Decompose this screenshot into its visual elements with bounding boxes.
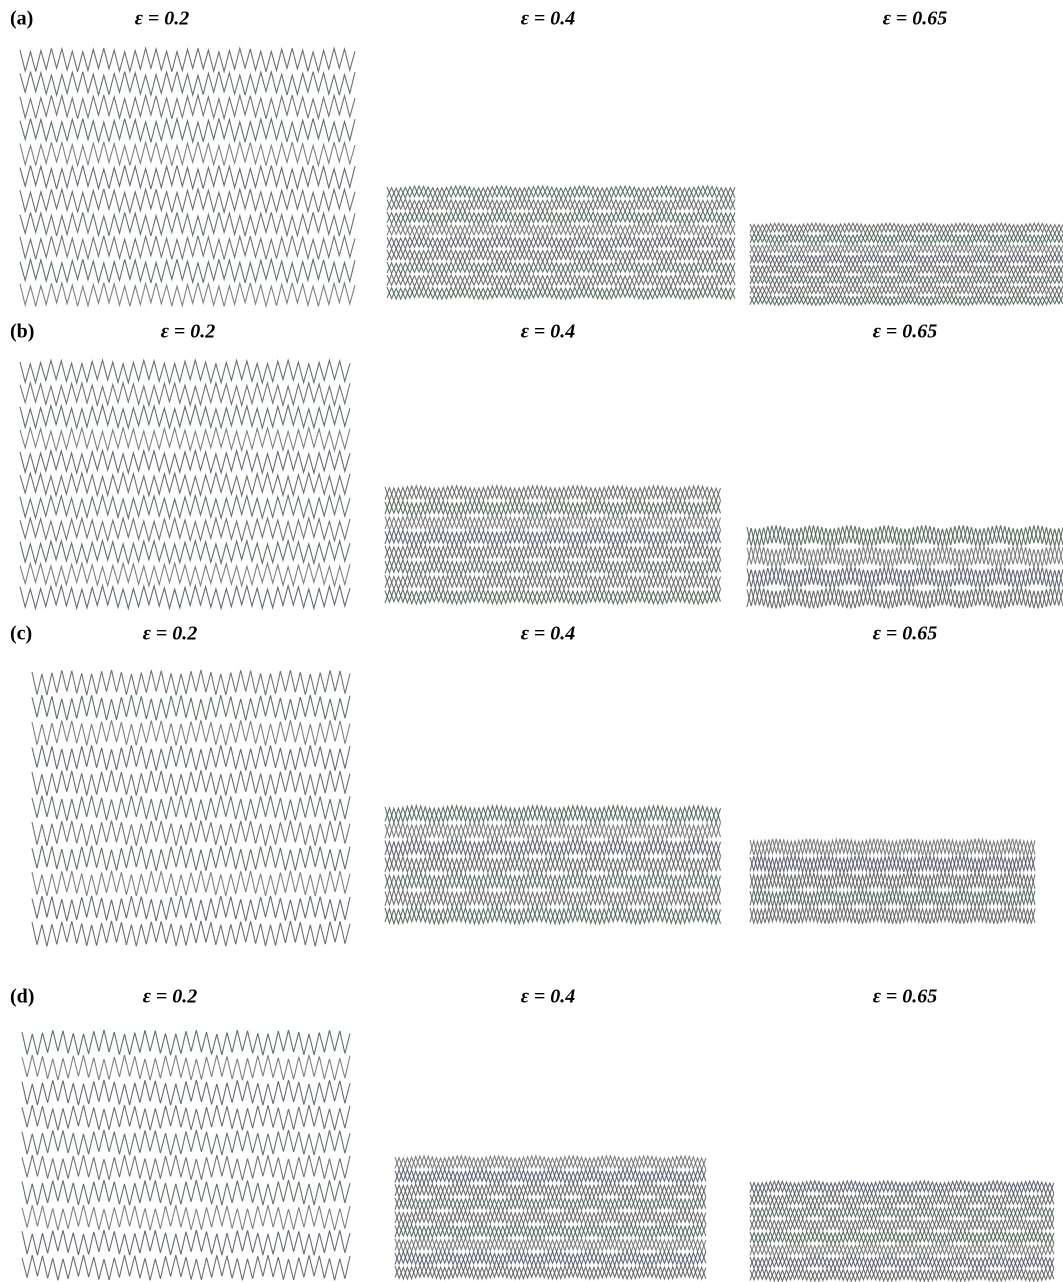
lattice-strand: [32, 921, 350, 946]
panel-label: (a): [10, 8, 33, 30]
lattice-image: [22, 1030, 350, 1280]
strain-caption: ε = 0.65: [883, 8, 948, 30]
lattice-strand: [747, 546, 1063, 567]
lattice-strand: [20, 259, 355, 283]
panel-label: (b): [10, 321, 34, 343]
lattice-strand: [32, 796, 350, 821]
panel-label: (c): [10, 623, 32, 645]
lattice-image: [387, 186, 735, 299]
strain-caption: ε = 0.65: [873, 986, 938, 1008]
lattice-image: [750, 839, 1035, 924]
lattice-strand: [20, 428, 350, 451]
lattice-strand: [20, 166, 355, 190]
lattice-strand: [32, 896, 350, 921]
lattice-strand: [32, 720, 350, 745]
lattice-strand: [20, 383, 350, 406]
lattice-strand: [20, 48, 355, 72]
lattice-strand: [20, 496, 350, 519]
figure: (a) ε = 0.2 ε = 0.4 ε = 0.65 (b) ε = 0.2 ε = 0…: [0, 0, 1063, 1282]
strain-caption: ε = 0.2: [143, 623, 198, 645]
lattice-strand: [32, 871, 350, 896]
lattice-strand: [20, 212, 355, 236]
lattice-strand: [32, 821, 350, 846]
lattice-strand: [20, 283, 355, 307]
lattice-image: [750, 223, 1063, 305]
lattice-strand: [22, 1255, 350, 1280]
lattice-strand: [20, 563, 350, 586]
lattice-image: [750, 1181, 1054, 1281]
lattice-image: [385, 486, 721, 604]
lattice-strand: [20, 119, 355, 143]
lattice-image: [20, 360, 350, 608]
strain-caption: ε = 0.65: [873, 623, 938, 645]
lattice-image: [32, 670, 350, 946]
lattice-strand: [32, 846, 350, 871]
lattice-strand: [20, 142, 355, 166]
lattice-strand: [32, 770, 350, 795]
strain-caption: ε = 0.65: [873, 321, 938, 343]
strain-caption: ε = 0.2: [135, 8, 190, 30]
strain-caption: ε = 0.4: [521, 623, 576, 645]
lattice-strand: [20, 95, 355, 119]
lattice-strand: [20, 450, 350, 473]
lattice-strand: [22, 1030, 350, 1055]
lattice-strand: [20, 541, 350, 564]
lattice-strand: [747, 567, 1063, 588]
lattice-strand: [20, 236, 355, 260]
lattice-strand: [22, 1130, 350, 1155]
lattice-strand: [22, 1055, 350, 1080]
lattice-strand: [20, 405, 350, 428]
lattice-strand: [20, 360, 350, 383]
panel-label: (d): [10, 986, 34, 1008]
strain-caption: ε = 0.2: [143, 986, 198, 1008]
strain-caption: ε = 0.4: [521, 8, 576, 30]
lattice-strand: [747, 525, 1063, 546]
lattice-image: [747, 525, 1063, 608]
lattice-image: [385, 806, 721, 924]
lattice-strand: [22, 1080, 350, 1105]
lattice-strand: [20, 473, 350, 496]
lattice-strand: [32, 695, 350, 720]
lattice-image: [395, 1156, 706, 1279]
lattice-strand: [22, 1205, 350, 1230]
lattice-strand: [22, 1155, 350, 1180]
lattice-strand: [22, 1180, 350, 1205]
strain-caption: ε = 0.4: [521, 321, 576, 343]
lattice-strand: [20, 189, 355, 213]
lattice-image: [20, 48, 355, 306]
lattice-strand: [32, 745, 350, 770]
lattice-strand: [22, 1230, 350, 1255]
strain-caption: ε = 0.4: [521, 986, 576, 1008]
lattice-strand: [22, 1105, 350, 1130]
lattice-strand: [20, 518, 350, 541]
lattice-strand: [20, 72, 355, 96]
strain-caption: ε = 0.2: [161, 321, 216, 343]
lattice-strand: [20, 586, 350, 609]
lattice-strand: [32, 670, 350, 695]
